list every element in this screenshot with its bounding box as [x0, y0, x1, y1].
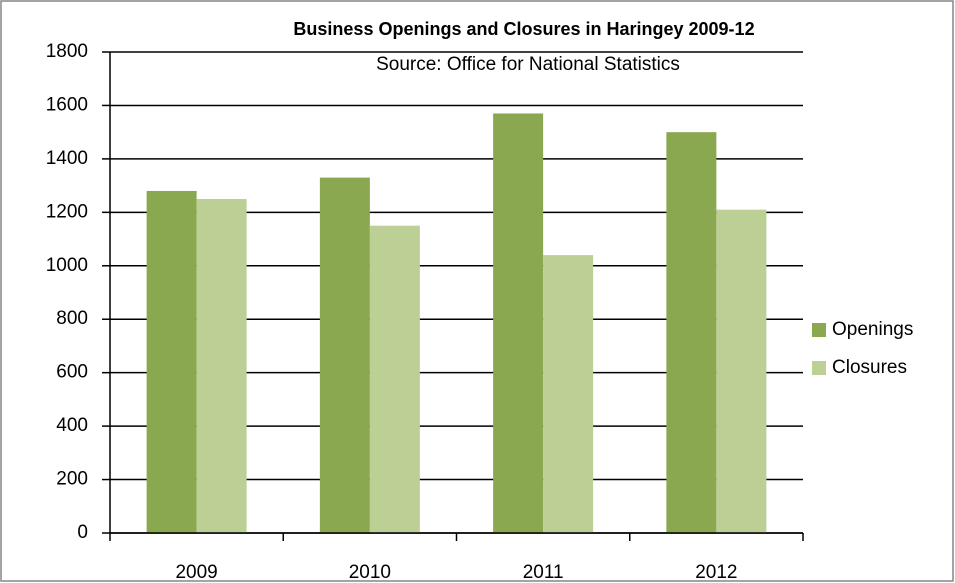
- x-tick-label: 2010: [349, 562, 391, 583]
- bar: [716, 209, 767, 533]
- y-tick-label: 800: [56, 308, 88, 329]
- y-tick-label: 1400: [46, 148, 88, 169]
- y-tick-label: 400: [56, 415, 88, 436]
- y-tick-label: 200: [56, 469, 88, 490]
- y-tick-label: 1800: [46, 41, 88, 62]
- bar: [543, 255, 594, 534]
- legend-swatch: [812, 323, 826, 337]
- chart-title: Business Openings and Closures in Haring…: [293, 19, 754, 39]
- bar: [146, 190, 197, 533]
- bar: [666, 132, 717, 533]
- bar: [369, 225, 420, 533]
- x-tick-label: 2012: [695, 562, 737, 583]
- chart-subtitle: Source: Office for National Statistics: [376, 54, 680, 75]
- bar: [319, 177, 370, 533]
- y-tick-label: 1200: [46, 201, 88, 222]
- x-tick-label: 2011: [523, 562, 564, 583]
- x-tick-label: 2009: [175, 562, 217, 583]
- bar: [196, 198, 247, 533]
- legend-label: Closures: [832, 357, 907, 378]
- legend-swatch: [812, 361, 826, 375]
- bar: [493, 113, 544, 533]
- y-tick-label: 0: [77, 522, 88, 543]
- y-tick-label: 1000: [46, 255, 88, 276]
- y-tick-label: 1600: [46, 94, 88, 115]
- legend-label: Openings: [832, 319, 913, 340]
- y-tick-label: 600: [56, 362, 88, 383]
